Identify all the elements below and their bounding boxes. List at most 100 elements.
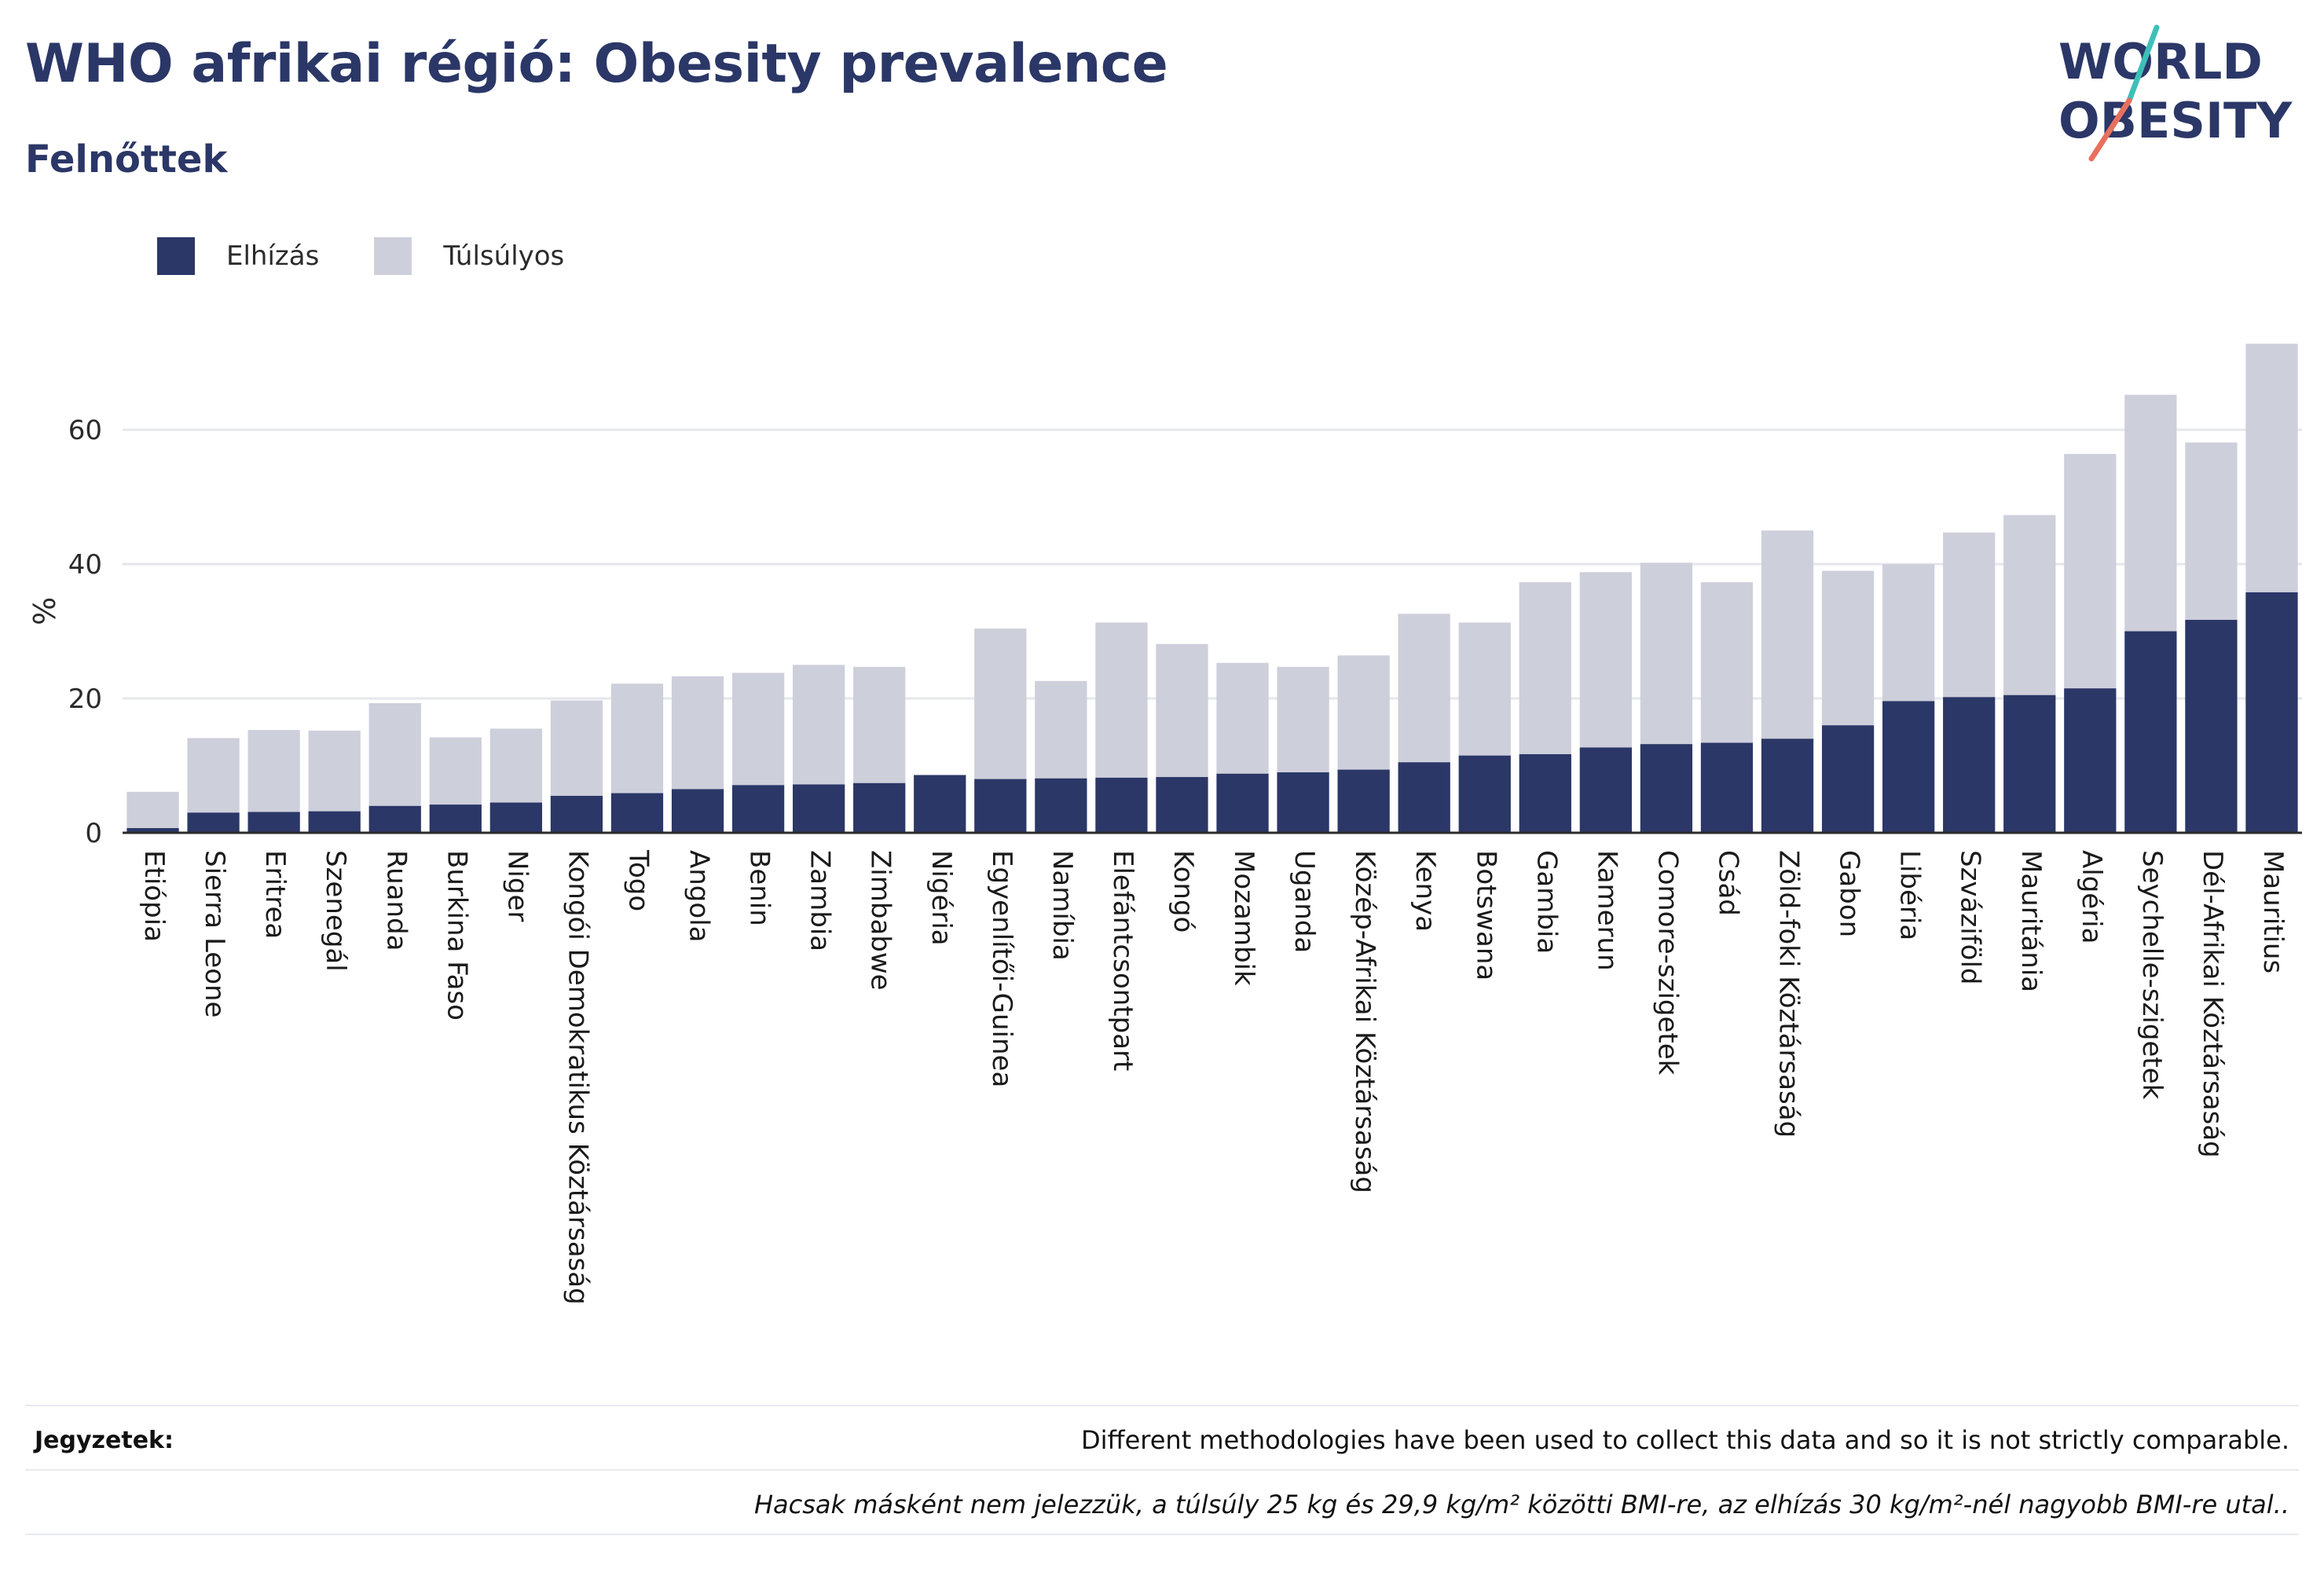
bar-obesity — [671, 789, 724, 833]
notes-text: Different methodologies have been used t… — [1081, 1425, 2289, 1455]
x-tick-label: Libéria — [1894, 850, 1926, 940]
page-subtitle: Felnőttek — [25, 137, 228, 181]
bar-overweight — [1277, 666, 1329, 773]
bar-overweight — [489, 728, 542, 803]
bar-obesity — [1337, 769, 1390, 833]
bar-obesity — [550, 795, 603, 833]
bar-overweight — [1640, 563, 1693, 745]
bar-obesity — [1156, 777, 1208, 833]
bar-obesity — [731, 785, 785, 833]
x-tick-label: Zambia — [805, 850, 836, 951]
x-tick-label: Kamerun — [1591, 850, 1622, 971]
bar-obesity — [2003, 695, 2056, 833]
bar-overweight — [1216, 662, 1269, 774]
x-tick-label: Gabon — [1834, 850, 1865, 937]
x-tick-label: Kenya — [1409, 850, 1441, 932]
x-tick-label: Burkina Faso — [441, 850, 472, 1021]
x-tick-label: Egyenlítői-Guinea — [986, 850, 1017, 1087]
page-title: WHO afrikai régió: Obesity prevalence — [25, 33, 1168, 95]
bar-obesity — [126, 828, 179, 833]
bar-overweight — [247, 730, 300, 812]
bar-overweight — [610, 684, 664, 793]
bar-obesity — [308, 811, 361, 833]
bar-overweight — [974, 629, 1027, 779]
notes-divider-top — [25, 1405, 2299, 1406]
bar-obesity — [1519, 753, 1571, 833]
bar-overweight — [853, 666, 906, 783]
x-tick-label: Nigéria — [926, 850, 957, 946]
bar-overweight — [1458, 622, 1511, 756]
bar-overweight — [2245, 343, 2298, 592]
bar-overweight — [429, 737, 482, 805]
legend-item-obesity: Elhízás — [157, 237, 319, 275]
notes-footnote: Hacsak másként nem jelezzük, a túlsúly 2… — [753, 1490, 2289, 1519]
x-tick-label: Kongói Demokratikus Köztársaság — [562, 850, 593, 1305]
x-tick-label: Botswana — [1470, 850, 1501, 980]
bar-obesity — [2245, 592, 2298, 833]
bar-overweight — [671, 676, 724, 790]
bar-obesity — [2185, 619, 2238, 833]
x-tick-label: Niger — [501, 850, 533, 922]
x-tick-label: Mauritius — [2257, 850, 2289, 973]
x-tick-label: Szenegál — [320, 850, 351, 972]
x-tick-label: Mauritánia — [2015, 850, 2047, 992]
bar-overweight — [2185, 442, 2238, 620]
bar-overweight — [1156, 643, 1208, 778]
bar-overweight — [793, 665, 845, 785]
x-tick-label: Etiópia — [138, 850, 170, 942]
legend-label-obesity: Elhízás — [226, 240, 320, 272]
bar-obesity — [1035, 778, 1087, 833]
x-tick-label: Gambia — [1530, 850, 1562, 954]
bar-overweight — [1700, 582, 1754, 743]
bar-obesity — [1095, 777, 1148, 833]
x-tick-label: Ruanda — [380, 850, 412, 951]
bar-overweight — [1398, 614, 1450, 763]
y-tick-label: 60 — [68, 415, 102, 446]
y-tick-label: 20 — [68, 684, 102, 715]
bar-obesity — [1458, 755, 1511, 833]
bar-overweight — [731, 673, 785, 786]
x-tick-label: Eritrea — [259, 850, 291, 939]
y-axis-title: % — [27, 597, 62, 625]
bar-overweight — [550, 700, 603, 796]
bar-obesity — [1398, 762, 1450, 833]
y-tick-label: 40 — [68, 549, 102, 581]
bar-overweight — [308, 731, 361, 812]
bar-overweight — [2003, 515, 2056, 695]
world-obesity-logo: WORLD OBESITY — [2058, 24, 2293, 162]
bar-overweight — [2124, 394, 2177, 632]
bar-obesity — [2064, 688, 2117, 833]
bar-obesity — [489, 802, 542, 833]
bar-obesity — [247, 812, 300, 833]
x-tick-label: Elefántcsontpart — [1107, 850, 1138, 1071]
x-tick-label: Angola — [684, 850, 715, 942]
legend-item-overweight: Túlsúlyos — [374, 237, 564, 275]
bar-overweight — [1821, 570, 1875, 726]
notes-divider-bottom — [25, 1534, 2299, 1535]
bar-overweight — [1337, 655, 1390, 770]
y-tick-label: 0 — [85, 818, 102, 849]
bar-obesity — [1943, 697, 1996, 833]
bar-obesity — [1640, 744, 1693, 833]
bar-overweight — [187, 738, 240, 813]
bar-overweight — [1519, 582, 1571, 754]
x-tick-label: Seychelle-szigetek — [2136, 850, 2168, 1100]
x-tick-label: Csád — [1712, 850, 1743, 916]
x-tick-label: Benin — [744, 850, 775, 926]
stacked-bar-chart: 0 20 40 60% Etiópia Sierra Leone Eritrea Szeneg… — [27, 343, 2302, 1305]
x-tick-label: Algéria — [2076, 850, 2107, 944]
bar-obesity — [2124, 631, 2177, 833]
chart-legend: Elhízás Túlsúlyos — [157, 233, 619, 280]
bar-overweight — [126, 791, 179, 829]
bar-obesity — [1277, 772, 1329, 833]
bar-obesity — [914, 775, 966, 833]
x-tick-label: Zimbabwe — [865, 850, 896, 991]
bar-overweight — [1943, 532, 1996, 698]
logo-slash-coral — [2088, 97, 2132, 162]
bar-obesity — [610, 793, 664, 833]
bar-obesity — [368, 805, 421, 833]
bar-overweight — [368, 702, 421, 806]
bar-overweight — [1761, 530, 1814, 739]
bar-obesity — [974, 779, 1027, 833]
bar-overweight — [1882, 564, 1935, 702]
